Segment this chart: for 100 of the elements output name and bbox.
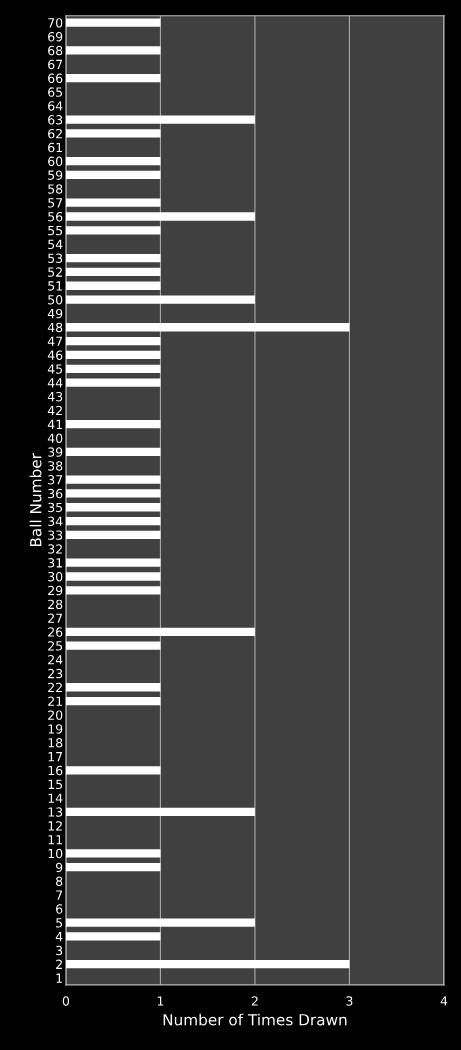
bar <box>65 475 161 484</box>
bar <box>65 212 255 221</box>
bar <box>65 683 161 692</box>
y-tick-label: 29 <box>48 585 63 596</box>
y-tick-label: 42 <box>47 405 62 416</box>
y-tick-label: 68 <box>48 45 63 56</box>
y-tick-label: 40 <box>47 433 63 443</box>
y-tick-label: 53 <box>48 253 63 263</box>
y-tick-label: 61 <box>48 142 62 153</box>
y-tick-label: 48 <box>47 322 63 333</box>
y-tick-label: 24 <box>48 655 63 665</box>
y-tick-label: 62 <box>48 128 62 139</box>
y-tick-label: 30 <box>48 571 63 582</box>
y-tick-label: 70 <box>48 18 63 28</box>
y-tick-label: 54 <box>48 239 63 250</box>
bar <box>65 170 161 180</box>
y-tick-label: 20 <box>48 710 63 720</box>
y-tick-label: 5 <box>56 918 63 928</box>
y-tick-label: 57 <box>48 198 63 208</box>
bar <box>65 558 161 567</box>
y-tick-label: 23 <box>48 668 63 679</box>
y-tick-label: 35 <box>48 502 63 513</box>
y-tick-label: 13 <box>48 807 63 817</box>
y-tick-label: 65 <box>48 87 63 97</box>
x-tick-label: 2 <box>251 996 258 1006</box>
bar <box>65 696 161 706</box>
bar <box>65 932 161 941</box>
y-tick-label: 47 <box>47 336 63 346</box>
bar <box>65 156 161 166</box>
y-tick-label: 60 <box>48 156 63 167</box>
y-tick-label: 10 <box>48 848 63 859</box>
y-tick-label: 28 <box>48 599 63 610</box>
bar <box>65 447 161 457</box>
bar <box>65 420 161 429</box>
bar <box>65 18 161 27</box>
y-tick-label: 43 <box>47 391 63 402</box>
y-tick-label: 51 <box>48 281 62 291</box>
y-tick-label: 49 <box>47 308 63 319</box>
y-tick-label: 44 <box>47 378 63 388</box>
y-tick-label: 1 <box>56 973 62 983</box>
y-tick-label: 64 <box>48 101 63 111</box>
x-tick-label: 1 <box>157 996 164 1006</box>
y-tick-label: 22 <box>48 682 62 692</box>
bar <box>65 918 255 927</box>
y-tick-label: 15 <box>48 779 63 790</box>
bar <box>65 336 161 346</box>
bar <box>65 295 255 304</box>
y-tick-label: 31 <box>48 558 62 568</box>
bar <box>65 766 161 775</box>
y-tick-label: 8 <box>56 876 63 886</box>
x-tick-label: 4 <box>440 996 448 1006</box>
bar <box>65 253 161 263</box>
y-tick-label: 19 <box>48 724 63 734</box>
y-tick-label: 69 <box>48 31 63 42</box>
y-tick-label: 16 <box>48 765 63 776</box>
y-tick-label: 36 <box>48 488 63 499</box>
bar <box>65 323 350 332</box>
bar <box>65 115 255 124</box>
bar <box>65 350 161 360</box>
bar <box>65 73 161 83</box>
bar <box>65 267 161 277</box>
y-tick-label: 59 <box>48 170 63 180</box>
y-tick-label: 3 <box>56 945 63 956</box>
y-tick-label: 14 <box>48 793 63 803</box>
y-tick-label: 39 <box>48 447 63 457</box>
y-tick-label: 27 <box>48 613 63 623</box>
y-tick-label: 11 <box>48 835 62 845</box>
y-tick-label: 52 <box>48 267 62 277</box>
y-tick-label: 21 <box>48 696 62 706</box>
y-tick-label: 56 <box>48 211 63 222</box>
bar <box>65 627 255 637</box>
bar <box>65 530 161 540</box>
y-tick-label: 17 <box>48 752 63 762</box>
bar <box>65 46 161 55</box>
bar <box>65 516 161 526</box>
bar <box>65 281 161 290</box>
y-tick-label: 32 <box>48 544 62 554</box>
y-tick-label: 26 <box>48 627 63 637</box>
y-tick-label: 25 <box>48 641 63 651</box>
y-tick-label: 45 <box>47 364 63 374</box>
x-tick-label: 3 <box>346 996 353 1006</box>
y-tick-label: 34 <box>48 516 63 527</box>
y-tick-label: 4 <box>55 932 63 942</box>
y-tick-label: 58 <box>48 184 63 194</box>
y-tick-label: 50 <box>48 295 63 305</box>
y-axis-title: Ball Number <box>29 453 42 547</box>
y-tick-label: 63 <box>48 115 63 125</box>
y-tick-label: 18 <box>48 738 63 748</box>
bar <box>65 489 161 498</box>
bar <box>65 226 161 235</box>
y-tick-label: 46 <box>47 350 63 360</box>
y-tick-label: 33 <box>48 530 63 540</box>
bar <box>65 572 161 581</box>
y-tick-label: 41 <box>47 419 62 429</box>
bar <box>65 503 161 512</box>
y-tick-label: 6 <box>56 904 63 914</box>
bar <box>65 198 161 207</box>
y-tick-label: 66 <box>48 73 63 83</box>
y-tick-label: 7 <box>56 890 63 900</box>
y-tick-label: 2 <box>56 959 62 969</box>
